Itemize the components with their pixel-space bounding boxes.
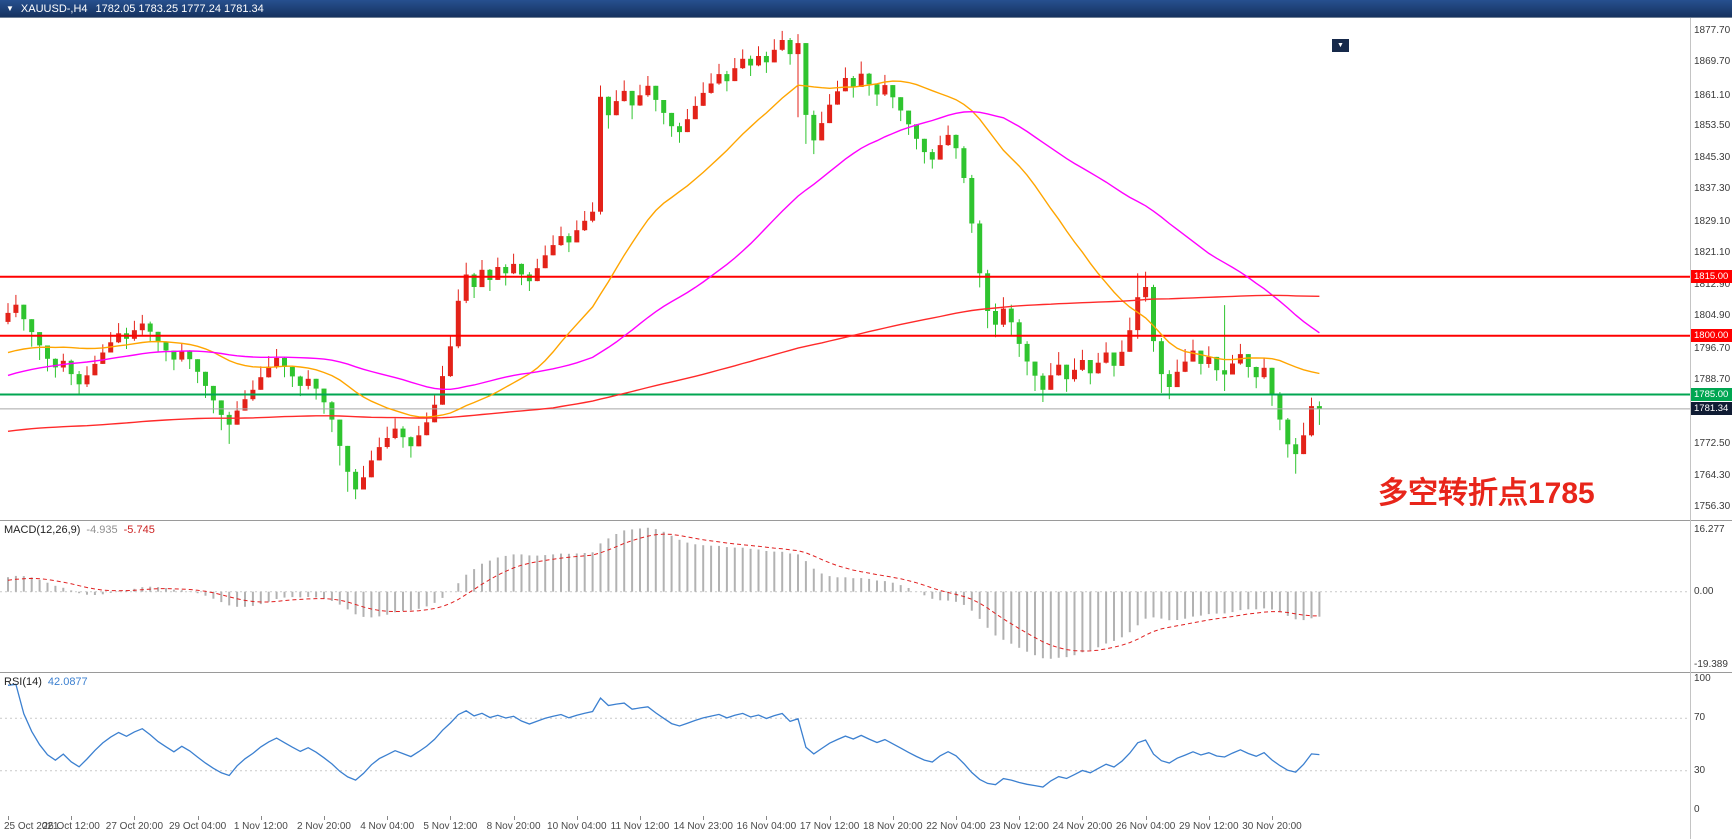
chart-title-bar: ▼ XAUUSD-,H4 1782.05 1783.25 1777.24 178… [0, 0, 1732, 18]
price-tick: 1812.90 [1694, 279, 1731, 291]
price-tick: 1764.30 [1694, 469, 1731, 481]
time-axis-label: 8 Nov 20:00 [486, 821, 541, 832]
time-axis-label: 2 Nov 20:00 [297, 821, 351, 832]
time-axis-label: 10 Nov 04:00 [547, 821, 607, 832]
time-axis[interactable]: 25 Oct 2021 26 Oct 12:00 27 Oct 20:00 29 Oc… [0, 816, 1732, 839]
time-tick [703, 816, 705, 820]
time-axis-label: 16 Nov 04:00 [736, 821, 797, 832]
time-axis-label: 26 Oct 12:00 [42, 821, 100, 832]
macd-axis-tick: 16.277 [1694, 523, 1725, 535]
macd-histogram[interactable] [0, 521, 1732, 672]
time-axis-label: 24 Nov 20:00 [1052, 821, 1113, 832]
time-axis-label: 29 Nov 12:00 [1179, 821, 1239, 832]
main-chart-panel[interactable]: ▼ 多空转折点1785 1877.70 1869.70 1861.10 1853.50… [0, 18, 1732, 520]
price-tick: 1877.70 [1694, 24, 1731, 36]
time-tick [1272, 816, 1273, 820]
time-axis-label: 18 Nov 20:00 [863, 821, 923, 832]
chart-shift-marker: ▼ [1332, 39, 1349, 52]
time-tick [8, 816, 9, 820]
rsi-axis-tick: 0 [1694, 804, 1700, 815]
price-line-badge: 1800.00 [1691, 328, 1732, 342]
rsi-name: RSI(14) [4, 676, 42, 688]
price-tick: 1861.10 [1694, 90, 1731, 102]
time-axis-label: 27 Oct 20:00 [105, 821, 164, 832]
time-axis-label: 4 Nov 04:00 [360, 821, 415, 832]
time-axis-label: 26 Nov 04:00 [1115, 821, 1176, 832]
macd-axis-tick: -19.389 [1694, 659, 1728, 671]
candlestick-chart[interactable] [0, 18, 1732, 520]
time-axis-label: 11 Nov 12:00 [610, 821, 670, 832]
time-tick [1082, 816, 1084, 820]
price-line-badge: 1815.00 [1691, 269, 1732, 283]
macd-axis-tick: 0.00 [1694, 585, 1714, 597]
panel-separator[interactable] [0, 520, 1732, 521]
time-tick [956, 816, 957, 820]
annotation-text: 多空转折点1785 [1378, 477, 1595, 510]
time-tick [829, 816, 831, 820]
time-tick [513, 816, 515, 820]
time-tick [134, 816, 136, 820]
dropdown-icon[interactable]: ▼ [6, 3, 14, 13]
price-tick: 1788.70 [1694, 373, 1731, 385]
time-tick [640, 816, 641, 820]
time-axis-label: 14 Nov 23:00 [673, 821, 733, 832]
time-axis-label: 23 Nov 12:00 [989, 821, 1049, 832]
macd-main-value: -4.935 [86, 524, 118, 536]
price-tick: 1772.50 [1694, 437, 1731, 449]
time-tick [324, 816, 325, 820]
time-tick [1019, 816, 1021, 820]
rsi-axis-tick: 100 [1694, 673, 1711, 684]
time-tick [1145, 816, 1147, 820]
time-axis-label: 29 Oct 04:00 [168, 821, 227, 832]
symbol-timeframe: XAUUSD-,H4 [20, 2, 88, 15]
price-tick: 1845.30 [1694, 152, 1731, 163]
panel-separator[interactable] [0, 672, 1732, 673]
rsi-axis-tick: 30 [1694, 764, 1706, 776]
price-tick: 1837.30 [1694, 183, 1731, 195]
price-tick: 1796.70 [1694, 342, 1731, 354]
time-axis-label: 17 Nov 12:00 [799, 821, 860, 832]
rsi-panel[interactable]: RSI(14) 42.0877 100 70 30 0 [0, 673, 1732, 816]
macd-name: MACD(12,26,9) [4, 524, 81, 536]
macd-signal-value: -5.745 [123, 524, 155, 536]
time-tick [1208, 816, 1210, 820]
time-tick [387, 816, 389, 820]
price-tick: 1829.10 [1694, 215, 1731, 227]
time-axis-label: 5 Nov 12:00 [423, 821, 478, 832]
time-axis-label: 1 Nov 12:00 [233, 821, 288, 832]
time-tick [766, 816, 768, 820]
time-axis-label: 30 Nov 20:00 [1242, 821, 1302, 832]
macd-label: MACD(12,26,9) -4.935 -5.745 [4, 524, 155, 536]
time-tick [450, 816, 452, 820]
price-tick: 1804.90 [1694, 310, 1731, 322]
ohlc-readout: 1782.05 1783.25 1777.24 1781.34 [95, 2, 264, 15]
price-scale-divider [1690, 18, 1691, 839]
price-tick: 1853.50 [1694, 119, 1731, 131]
price-tick: 1756.30 [1694, 501, 1731, 513]
rsi-axis-tick: 70 [1694, 712, 1706, 724]
price-tick: 1869.70 [1694, 56, 1731, 68]
rsi-value: 42.0877 [47, 676, 88, 688]
time-tick [71, 816, 73, 820]
time-axis-label: 22 Nov 04:00 [926, 821, 986, 832]
price-tick: 1821.10 [1694, 246, 1731, 258]
time-tick [260, 816, 262, 820]
time-tick [197, 816, 199, 820]
time-tick [892, 816, 894, 820]
macd-panel[interactable]: MACD(12,26,9) -4.935 -5.745 16.277 0.00 -19.… [0, 521, 1732, 672]
current-price-badge: 1781.34 [1691, 402, 1732, 416]
rsi-label: RSI(14) 42.0877 [4, 676, 88, 688]
price-line-badge: 1785.00 [1691, 387, 1732, 401]
time-axis-label: 25 Oct 2021 [4, 821, 59, 832]
rsi-line-chart[interactable] [0, 673, 1732, 816]
time-tick [576, 816, 578, 820]
